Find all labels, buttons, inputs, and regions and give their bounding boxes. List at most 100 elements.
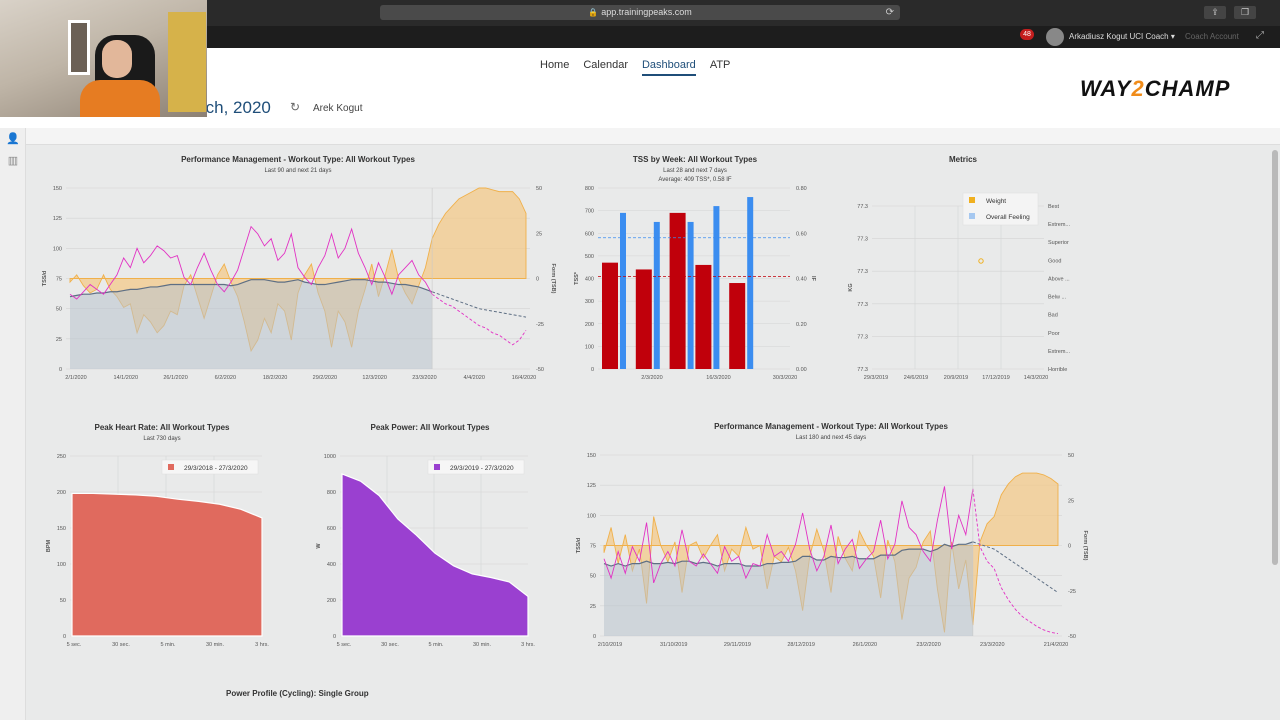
x-tick-label: 28/12/2019 [787, 642, 815, 648]
y2-tick-label: 0 [536, 277, 539, 283]
y2-tick-label: 0.20 [796, 322, 807, 328]
legend-box [427, 459, 525, 475]
url-text: app.trainingpeaks.com [601, 7, 692, 17]
x-tick-label: 30 sec. [112, 642, 130, 648]
y-tick-label: 125 [53, 216, 62, 222]
fitness-line-future [972, 541, 1059, 593]
y-tick-label: 1000 [324, 454, 336, 460]
tss-by-week-chart[interactable]: TSS by Week: All Workout Types Last 28 an… [574, 155, 816, 381]
chart-title: Performance Management - Workout Type: A… [714, 422, 948, 431]
reload-icon[interactable]: ⟳ [885, 7, 894, 18]
y2-tick-label: -50 [536, 367, 544, 373]
y2-tick-label: 25 [536, 231, 542, 237]
y-tick-label: 800 [585, 186, 594, 192]
notification-badge[interactable]: 48 [1020, 29, 1034, 40]
legend-label-weight: Weight [986, 198, 1006, 205]
chart-subtitle: Last 180 and next 45 days [796, 435, 866, 441]
chart-subtitle-2: Average: 409 TSS*, 0.58 IF [658, 177, 731, 183]
x-tick-label: 30 min. [206, 642, 225, 648]
pmc-chart-180[interactable]: Performance Management - Workout Type: A… [576, 422, 1088, 648]
legend-swatch-weight [969, 197, 975, 203]
left-rail: 👤 ▥ [0, 128, 26, 720]
url-bar[interactable]: 🔒 app.trainingpeaks.com ⟳ [380, 5, 900, 20]
fatigue-line [69, 225, 433, 300]
x-tick-label: 29/11/2019 [724, 642, 751, 648]
y-tick-label: 500 [585, 254, 594, 260]
nav-atp[interactable]: ATP [709, 59, 731, 71]
webcam-person-head [102, 40, 132, 78]
y-tick-label: 77.3 [857, 367, 868, 373]
x-tick-label: 3 hrs. [521, 642, 535, 648]
nav-calendar[interactable]: Calendar [583, 59, 628, 71]
webcam-overlay [0, 0, 207, 117]
y-tick-label: 800 [327, 490, 336, 496]
chart-title: Peak Heart Rate: All Workout Types [95, 423, 231, 432]
y2-tick-label: 50 [536, 186, 542, 192]
tss-bar [729, 283, 746, 369]
chart-library-icon[interactable]: ▥ [7, 155, 19, 167]
y2-axis-label: IF [810, 276, 816, 282]
y-tick-label: 100 [587, 513, 596, 519]
fitness-area [70, 279, 433, 369]
athlete-library-icon[interactable]: 👤 [6, 133, 20, 145]
metrics-chart[interactable]: Metrics 77.3 77.3 77.3 77.3 77.3 77.3 Best Extre… [848, 155, 1070, 381]
x-tick-label: 30 min. [473, 642, 492, 648]
x-tick-label: 23/2/2020 [916, 642, 940, 648]
y-tick-label: 75 [590, 544, 596, 550]
x-tick-label: 30/3/2020 [773, 375, 797, 381]
x-tick-label: 24/6/2019 [904, 375, 928, 381]
chart-title: TSS by Week: All Workout Types [633, 155, 758, 164]
y-tick-label: 150 [53, 186, 62, 192]
metrics-legend: Weight Overall Feeling [962, 192, 1039, 226]
y-tick-label: 150 [587, 453, 596, 459]
scrollbar[interactable] [1272, 150, 1278, 565]
y2-tick-label: 50 [1068, 453, 1074, 459]
user-menu[interactable]: Arkadiusz Kogut UCI Coach ▾ [1069, 32, 1175, 41]
legend-box [161, 459, 259, 475]
y2-tick-label: 0.00 [796, 367, 807, 373]
tabs-icon[interactable]: ❐ [1234, 6, 1256, 19]
y2-tick-label: Belw ... [1048, 295, 1067, 301]
y2-tick-label: Extrem... [1048, 349, 1070, 355]
y-axis-label: W [316, 543, 322, 549]
lock-icon: 🔒 [588, 8, 599, 17]
fatigue-line-future [972, 488, 1059, 635]
if-bar [713, 206, 720, 369]
pmc-chart-90[interactable]: Performance Management - Workout Type: A… [42, 155, 556, 381]
avatar[interactable] [1046, 28, 1064, 46]
y-tick-label: 50 [60, 598, 66, 604]
fitness-line [603, 541, 974, 567]
y2-tick-label: -25 [1068, 589, 1076, 595]
x-tick-label: 14/1/2020 [114, 375, 138, 381]
y-tick-label: 25 [590, 604, 596, 610]
y2-tick-label: 0.40 [796, 277, 807, 283]
athlete-name[interactable]: Arek Kogut [313, 103, 363, 114]
peak-heart-rate-chart[interactable]: Peak Heart Rate: All Workout Types Last 7… [46, 423, 269, 648]
refresh-icon[interactable]: ↻ [290, 100, 301, 114]
y2-axis-label: Form (TSB) [1082, 531, 1088, 561]
y2-tick-label: Bad [1048, 313, 1058, 319]
y-axis-label: BPM [46, 539, 52, 552]
y-tick-label: 77.3 [857, 269, 868, 275]
x-tick-label: 5 sec. [337, 642, 352, 648]
y-tick-label: 400 [585, 277, 594, 283]
y-tick-label: 100 [585, 344, 594, 350]
x-tick-label: 4/4/2020 [464, 375, 485, 381]
y2-tick-label: 0.60 [796, 231, 807, 237]
peak-power-chart[interactable]: Peak Power: All Workout Types 1000 800 600 4… [316, 423, 535, 648]
nav-dashboard[interactable]: Dashboard [641, 59, 696, 76]
coach-account-link[interactable]: Coach Account [1185, 32, 1239, 41]
y-tick-label: 150 [57, 526, 66, 532]
x-tick-label: 29/2/2020 [313, 375, 337, 381]
legend-label: 29/3/2019 - 27/3/2020 [450, 465, 514, 472]
y2-tick-label: 25 [1068, 498, 1074, 504]
y2-tick-label: -50 [1068, 634, 1076, 640]
y-tick-label: 77.3 [857, 204, 868, 210]
share-icon[interactable]: ⇪ [1204, 6, 1226, 19]
nav-home[interactable]: Home [540, 59, 570, 71]
expand-icon[interactable]: ⤢ [1256, 30, 1264, 41]
y2-tick-label: Horrible [1048, 367, 1067, 373]
if-bar [747, 197, 754, 369]
x-tick-label: 17/12/2019 [982, 375, 1010, 381]
x-tick-label: 2/1/2020 [65, 375, 86, 381]
